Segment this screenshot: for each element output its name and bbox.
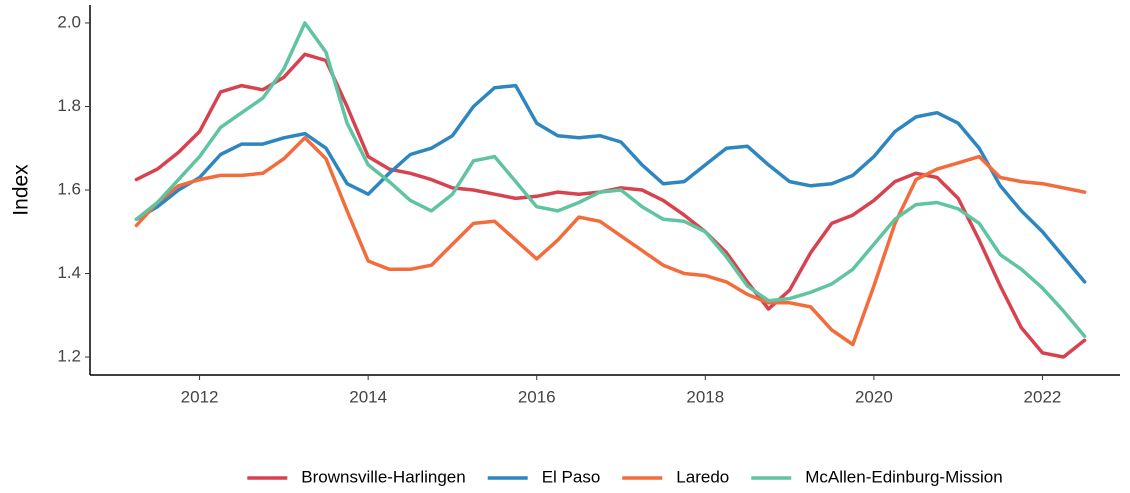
x-tick-label: 2020 bbox=[855, 387, 893, 406]
legend-label: McAllen-Edinburg-Mission bbox=[805, 467, 1002, 486]
y-tick-label: 2.0 bbox=[57, 12, 81, 31]
series-line bbox=[134, 83, 1087, 284]
series-line bbox=[134, 21, 1087, 338]
x-tick-label: 2016 bbox=[518, 387, 556, 406]
y-tick-label: 1.4 bbox=[57, 263, 81, 282]
legend-label: Brownsville-Harlingen bbox=[301, 467, 465, 486]
x-tick-label: 2014 bbox=[349, 387, 387, 406]
legend-label: El Paso bbox=[542, 467, 601, 486]
series-line bbox=[134, 136, 1087, 347]
x-tick-label: 2018 bbox=[686, 387, 724, 406]
x-tick-label: 2012 bbox=[181, 387, 219, 406]
legend-label: Laredo bbox=[676, 467, 729, 486]
y-tick-label: 1.2 bbox=[57, 347, 81, 366]
y-axis-title: Index bbox=[10, 164, 33, 216]
x-tick-label: 2022 bbox=[1024, 387, 1062, 406]
y-tick-label: 1.8 bbox=[57, 96, 81, 115]
y-tick-label: 1.6 bbox=[57, 179, 81, 198]
